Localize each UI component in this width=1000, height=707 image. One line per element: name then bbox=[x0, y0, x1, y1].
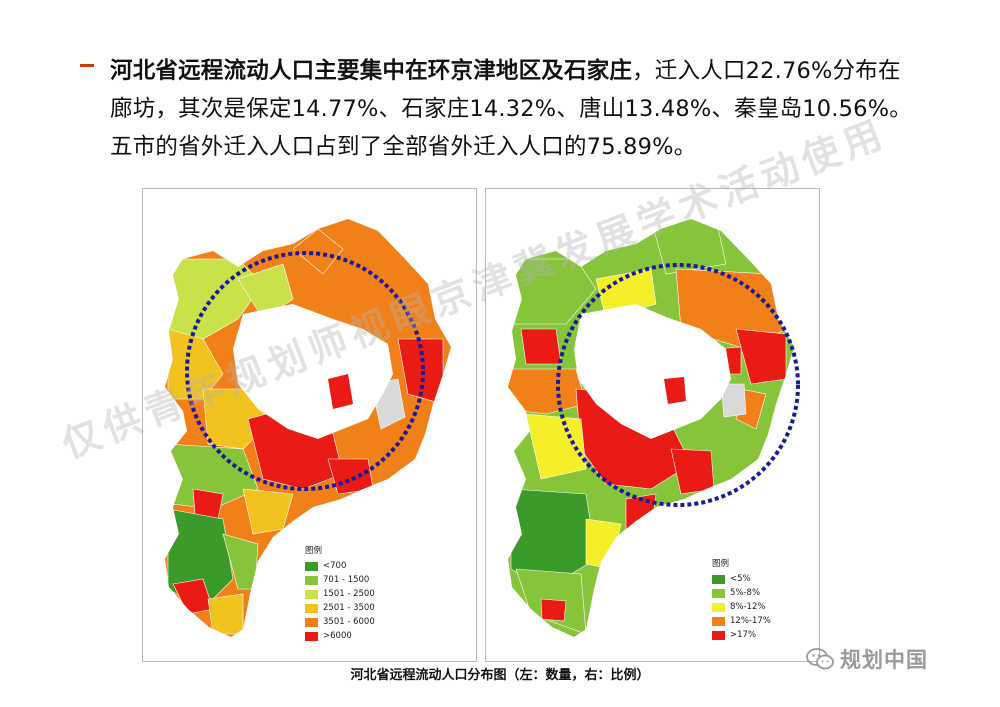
legend-label: >17% bbox=[730, 630, 757, 640]
focus-circle bbox=[185, 251, 425, 491]
legend-quantity: 图例 <700 701 - 1500 1501 - 2500 2501 - 35… bbox=[305, 544, 375, 644]
map-proportion-panel: 图例 <5% 5%-8% 8%-12% 12%-17% >17% bbox=[485, 188, 820, 662]
bullet-paragraph: 河北省远程流动人口主要集中在环京津地区及石家庄，迁入人口22.76%分布在 廊坊… bbox=[110, 52, 952, 166]
legend-label: 2501 - 3500 bbox=[323, 603, 375, 613]
legend-swatch bbox=[712, 588, 725, 598]
legend-title: 图例 bbox=[712, 559, 730, 569]
legend-label: >6000 bbox=[323, 631, 352, 641]
bullet-line1-rest: ，迁入人口22.76%分布在 bbox=[632, 58, 901, 84]
legend-item: 8%-12% bbox=[712, 601, 771, 613]
figure-caption: 河北省远程流动人口分布图（左：数量，右：比例） bbox=[350, 668, 650, 683]
legend-item: 701 - 1500 bbox=[305, 574, 375, 586]
legend-swatch bbox=[305, 589, 318, 599]
enclave-region bbox=[664, 377, 686, 404]
beijing-tianjin-hole bbox=[574, 304, 731, 439]
legend-title: 图例 bbox=[305, 546, 323, 556]
legend-proportion: 图例 <5% 5%-8% 8%-12% 12%-17% >17% bbox=[712, 557, 771, 643]
map-quantity bbox=[165, 219, 451, 637]
legend-label: <5% bbox=[730, 574, 751, 584]
legend-item: 12%-17% bbox=[712, 615, 771, 627]
legend-swatch bbox=[305, 575, 318, 585]
focus-circle bbox=[556, 263, 800, 507]
bullet-bold-text: 河北省远程流动人口主要集中在环京津地区及石家庄 bbox=[110, 58, 633, 84]
legend-swatch bbox=[712, 602, 725, 612]
bullet-dash bbox=[80, 64, 94, 67]
legend-label: 12%-17% bbox=[730, 616, 771, 626]
legend-label: 8%-12% bbox=[730, 602, 766, 612]
map-quantity-regions bbox=[165, 219, 451, 637]
legend-swatch bbox=[305, 617, 318, 627]
legend-swatch bbox=[305, 631, 318, 641]
legend-item: 3501 - 6000 bbox=[305, 616, 375, 628]
legend-item: <5% bbox=[712, 573, 771, 585]
legend-item: 1501 - 2500 bbox=[305, 588, 375, 600]
legend-item: 5%-8% bbox=[712, 587, 771, 599]
legend-item: >17% bbox=[712, 629, 771, 641]
map-quantity-panel: 图例 <700 701 - 1500 1501 - 2500 2501 - 35… bbox=[142, 188, 477, 662]
bullet-block: 河北省远程流动人口主要集中在环京津地区及石家庄，迁入人口22.76%分布在 廊坊… bbox=[80, 52, 952, 166]
legend-label: 701 - 1500 bbox=[323, 575, 370, 585]
enclave-region bbox=[328, 374, 353, 409]
legend-label: <700 bbox=[323, 561, 347, 571]
legend-swatch bbox=[712, 616, 725, 626]
brand-logo: 规划中国 bbox=[806, 644, 928, 674]
legend-label: 5%-8% bbox=[730, 588, 761, 598]
wechat-icon bbox=[806, 648, 834, 670]
brand-text: 规划中国 bbox=[840, 648, 928, 672]
legend-item: >6000 bbox=[305, 630, 375, 642]
legend-swatch bbox=[712, 574, 725, 584]
bullet-line2: 廊坊，其次是保定14.77%、石家庄14.32%、唐山13.48%、秦皇岛10.… bbox=[110, 96, 912, 122]
bullet-line3: 五市的省外迁入人口占到了全部省外迁入人口的75.89%。 bbox=[110, 134, 697, 160]
legend-item: <700 bbox=[305, 560, 375, 572]
legend-item: 2501 - 3500 bbox=[305, 602, 375, 614]
legend-label: 1501 - 2500 bbox=[323, 589, 375, 599]
legend-label: 3501 - 6000 bbox=[323, 617, 375, 627]
map-proportion bbox=[508, 219, 800, 637]
legend-swatch bbox=[712, 630, 725, 640]
beijing-tianjin-hole bbox=[233, 304, 393, 439]
legend-swatch bbox=[305, 603, 318, 613]
legend-swatch bbox=[305, 561, 318, 571]
